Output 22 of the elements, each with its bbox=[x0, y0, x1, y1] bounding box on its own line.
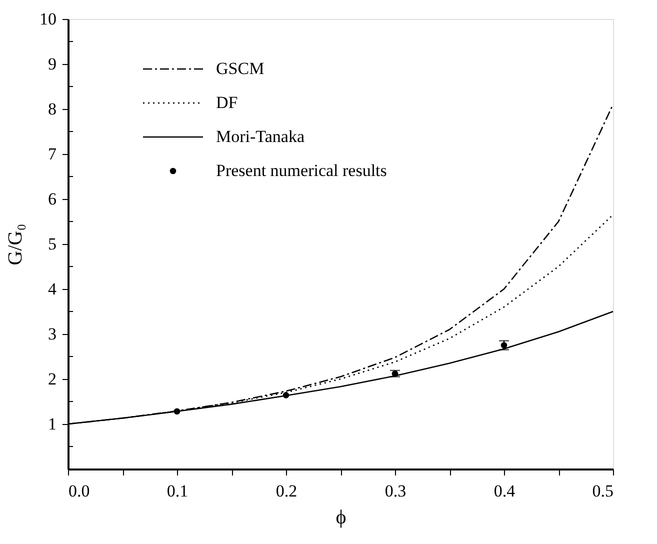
y-axis-title: G/G₀ bbox=[4, 224, 26, 266]
x-tick-label: 0.0 bbox=[68, 482, 90, 500]
y-tick-label: 10 bbox=[40, 10, 56, 28]
y-tick-label: 7 bbox=[48, 144, 57, 164]
x-axis-title: ϕ bbox=[336, 506, 346, 528]
legend-label: GSCM bbox=[216, 59, 264, 78]
y-tick-label: 8 bbox=[48, 100, 56, 118]
y-tick-label: 1 bbox=[48, 414, 56, 434]
x-tick-label: 0.4 bbox=[494, 482, 516, 500]
legend-label: DF bbox=[216, 93, 238, 112]
x-tick-label: 0.3 bbox=[384, 482, 406, 500]
x-tick-label: 0.5 bbox=[592, 482, 614, 500]
x-tick-label: 0.2 bbox=[276, 482, 298, 500]
y-tick-label: 4 bbox=[48, 280, 57, 298]
legend-label: Present numerical results bbox=[216, 161, 387, 180]
y-tick-label: 5 bbox=[48, 234, 56, 254]
x-tick-label: 0.1 bbox=[166, 482, 188, 500]
legend-label: Mori-Tanaka bbox=[216, 127, 305, 146]
y-tick-label: 6 bbox=[48, 190, 56, 208]
y-tick-label: 2 bbox=[48, 370, 56, 388]
y-tick-label: 9 bbox=[48, 54, 56, 74]
y-tick-label: 3 bbox=[48, 324, 56, 344]
